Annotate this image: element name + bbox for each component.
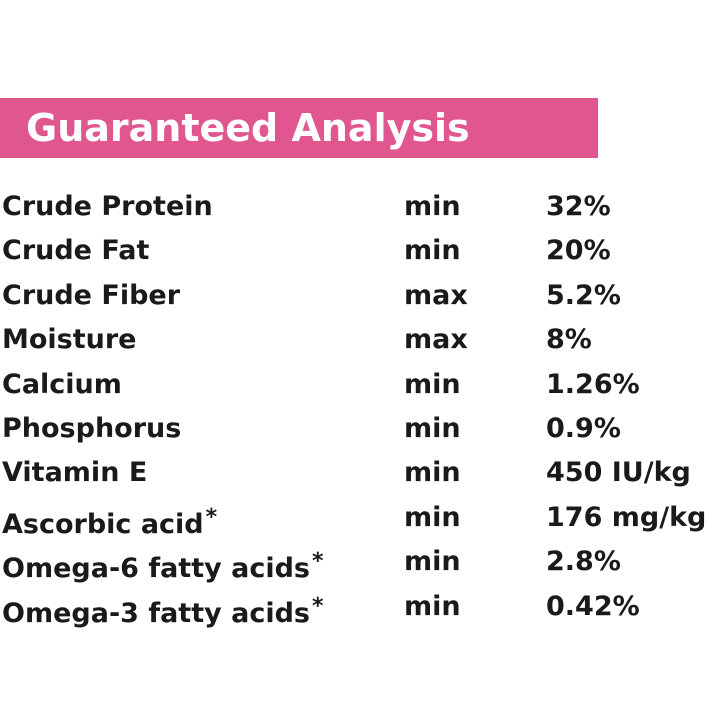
nutrient: Vitamin E	[2, 457, 148, 489]
basis: min	[404, 413, 461, 444]
nutrient: Ascorbic acid	[2, 508, 204, 540]
nutrient: Crude Protein	[2, 191, 213, 222]
amount: 176 mg/kg	[546, 501, 707, 533]
nutrient-cell: Ascorbic acid*	[2, 500, 217, 543]
nutrient-cell: Vitamin E	[2, 455, 147, 491]
nutrient: Crude Fat	[2, 235, 150, 267]
nutrient-cell: Calcium	[2, 367, 122, 403]
footnote-mark: *	[205, 504, 218, 530]
nutrient-cell: Phosphorus	[2, 411, 181, 447]
basis: max	[404, 324, 468, 356]
nutrient: Phosphorus	[2, 413, 182, 444]
basis: min	[404, 590, 461, 622]
amount: 5.2%	[546, 279, 621, 311]
basis: min	[404, 368, 461, 400]
amount: 8%	[546, 324, 592, 356]
footnote-mark: *	[312, 549, 324, 575]
basis: min	[404, 191, 461, 222]
nutrient: Crude Fiber	[2, 279, 181, 311]
amount: 32%	[546, 191, 611, 222]
nutrient-cell: Omega-3 fatty acids*	[2, 589, 324, 632]
nutrient: Calcium	[2, 368, 122, 400]
basis: min	[404, 457, 461, 489]
nutrient: Omega-3 fatty acids	[2, 597, 310, 629]
title: Guaranteed Analysis	[26, 106, 470, 150]
amount: 2.8%	[546, 546, 621, 578]
nutrient-cell: Crude Protein	[2, 189, 213, 225]
basis: min	[404, 546, 461, 578]
amount: 0.42%	[546, 590, 640, 622]
nutrient-cell: Crude Fiber	[2, 278, 180, 314]
basis: min	[404, 235, 461, 267]
nutrient-cell: Moisture	[2, 322, 137, 358]
nutrient: Omega-6 fatty acids	[2, 553, 310, 585]
nutrient-cell: Omega-6 fatty acids*	[2, 544, 324, 587]
amount: 450 IU/kg	[546, 457, 691, 489]
nutrient-cell: Crude Fat	[2, 233, 149, 269]
basis: max	[404, 279, 468, 311]
amount: 1.26%	[546, 368, 640, 400]
title-banner: Guaranteed Analysis	[0, 98, 598, 158]
amount: 20%	[546, 235, 611, 267]
footnote-mark: *	[312, 593, 324, 619]
basis: min	[404, 501, 461, 533]
amount: 0.9%	[546, 413, 621, 444]
nutrient: Moisture	[2, 324, 137, 356]
